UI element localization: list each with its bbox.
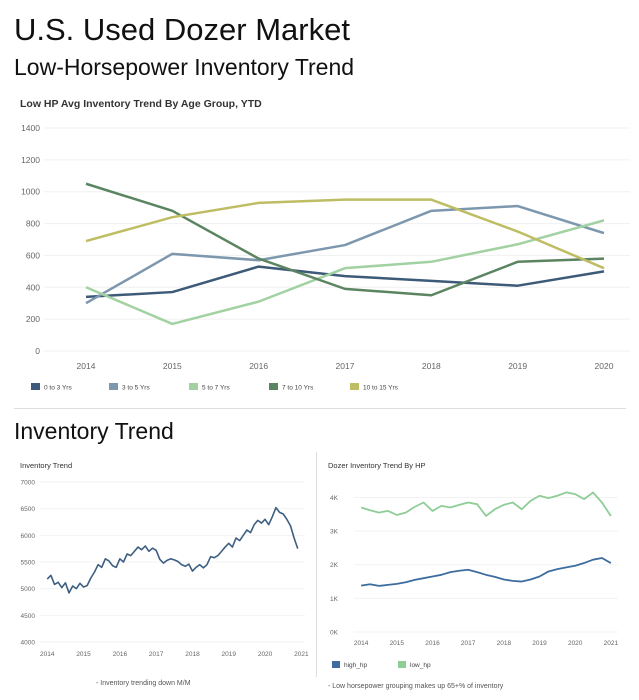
y-tick-label: 600 — [26, 250, 40, 260]
y-tick-label: 400 — [26, 282, 40, 292]
x-tick-label: 2015 — [163, 361, 182, 371]
section-divider-vertical — [316, 452, 317, 677]
legend-label-high-hp: high_hp — [344, 662, 368, 669]
series-line-3-to-5-yrs — [85, 204, 605, 305]
y-tick-label: 1000 — [21, 187, 40, 197]
legend-swatch-7-to-10-yrs — [269, 383, 278, 390]
y-tick-label: 1K — [330, 596, 339, 603]
legend-label-10-to-15-yrs: 10 to 15 Yrs — [363, 385, 399, 392]
note-inventory-trending: - Inventory trending down M/M — [96, 680, 191, 687]
chart-title: Low HP Avg Inventory Trend By Age Group,… — [20, 98, 262, 110]
chart-age-group-inventory: Low HP Avg Inventory Trend By Age Group,… — [20, 98, 630, 392]
page-subtitle: Low-Horsepower Inventory Trend — [14, 54, 355, 80]
x-tick-label: 2021 — [604, 640, 619, 647]
y-tick-label: 3K — [330, 529, 339, 536]
y-tick-label: 5000 — [21, 586, 36, 593]
x-tick-label: 2020 — [568, 640, 583, 647]
x-tick-label: 2018 — [497, 640, 512, 647]
legend-swatch-5-to-7-yrs — [189, 383, 198, 390]
series-line-high-hp — [361, 557, 612, 587]
legend-label-low-hp: low_hp — [410, 662, 431, 669]
series-line-inventory-0 — [46, 506, 299, 594]
x-tick-label: 2017 — [149, 651, 164, 658]
y-tick-label: 6500 — [21, 506, 36, 513]
x-tick-label: 2019 — [222, 651, 237, 658]
x-tick-label: 2016 — [425, 640, 440, 647]
x-tick-label: 2020 — [258, 651, 273, 658]
legend-swatch-3-to-5-yrs — [109, 383, 118, 390]
section-divider-horizontal — [14, 408, 626, 409]
x-tick-label: 2014 — [354, 640, 369, 647]
y-tick-label: 1200 — [21, 155, 40, 165]
series-line-0-to-3-yrs — [85, 265, 605, 299]
y-tick-label: 1400 — [21, 123, 40, 133]
series-line-5-to-7-yrs — [85, 219, 605, 326]
note-low-hp-share: - Low horsepower grouping makes up 65+% … — [328, 683, 504, 690]
section-title-inventory-trend: Inventory Trend — [14, 418, 174, 444]
y-tick-label: 6000 — [21, 533, 36, 540]
legend-swatch-low-hp — [398, 661, 406, 668]
legend-label-3-to-5-yrs: 3 to 5 Yrs — [122, 385, 150, 392]
y-tick-label: 5500 — [21, 560, 36, 567]
chart-title: Dozer Inventory Trend By HP — [328, 461, 426, 470]
page-title: U.S. Used Dozer Market — [14, 12, 350, 47]
y-tick-label: 800 — [26, 219, 40, 229]
legend-label-7-to-10-yrs: 7 to 10 Yrs — [282, 385, 314, 392]
x-tick-label: 2021 — [294, 651, 309, 658]
x-tick-label: 2015 — [76, 651, 91, 658]
chart-title: Inventory Trend — [20, 461, 72, 470]
x-tick-label: 2019 — [532, 640, 547, 647]
x-tick-label: 2016 — [249, 361, 268, 371]
y-tick-label: 7000 — [21, 480, 36, 487]
x-tick-label: 2014 — [40, 651, 55, 658]
y-tick-label: 0K — [330, 630, 339, 637]
chart-inventory-by-hp: Dozer Inventory Trend By HP 0K 1K 2K 3K 4K 201… — [328, 461, 619, 669]
y-tick-label: 4500 — [21, 613, 36, 620]
series-line-7-to-10-yrs — [85, 182, 605, 297]
x-tick-label: 2015 — [390, 640, 405, 647]
y-tick-label: 200 — [26, 314, 40, 324]
legend-label-5-to-7-yrs: 5 to 7 Yrs — [202, 385, 230, 392]
x-tick-label: 2019 — [508, 361, 527, 371]
y-tick-label: 4000 — [21, 640, 36, 647]
x-tick-label: 2017 — [336, 361, 355, 371]
chart-inventory-trend: Inventory Trend 4000 4500 5000 5500 6000 6500 7… — [20, 461, 309, 658]
y-tick-label: 2K — [330, 562, 339, 569]
series-line-low-hp — [360, 491, 612, 517]
legend-label-0-to-3-yrs: 0 to 3 Yrs — [44, 385, 72, 392]
y-tick-label: 4K — [330, 495, 339, 502]
y-tick-label: 0 — [35, 346, 40, 356]
x-tick-label: 2018 — [185, 651, 200, 658]
legend-swatch-10-to-15-yrs — [350, 383, 359, 390]
x-tick-label: 2016 — [113, 651, 128, 658]
legend-swatch-high-hp — [332, 661, 340, 668]
legend-swatch-0-to-3-yrs — [31, 383, 40, 390]
x-tick-label: 2020 — [595, 361, 614, 371]
series-line-10-to-15-yrs — [85, 198, 605, 270]
x-tick-label: 2018 — [422, 361, 441, 371]
x-tick-label: 2017 — [461, 640, 476, 647]
x-tick-label: 2014 — [77, 361, 96, 371]
